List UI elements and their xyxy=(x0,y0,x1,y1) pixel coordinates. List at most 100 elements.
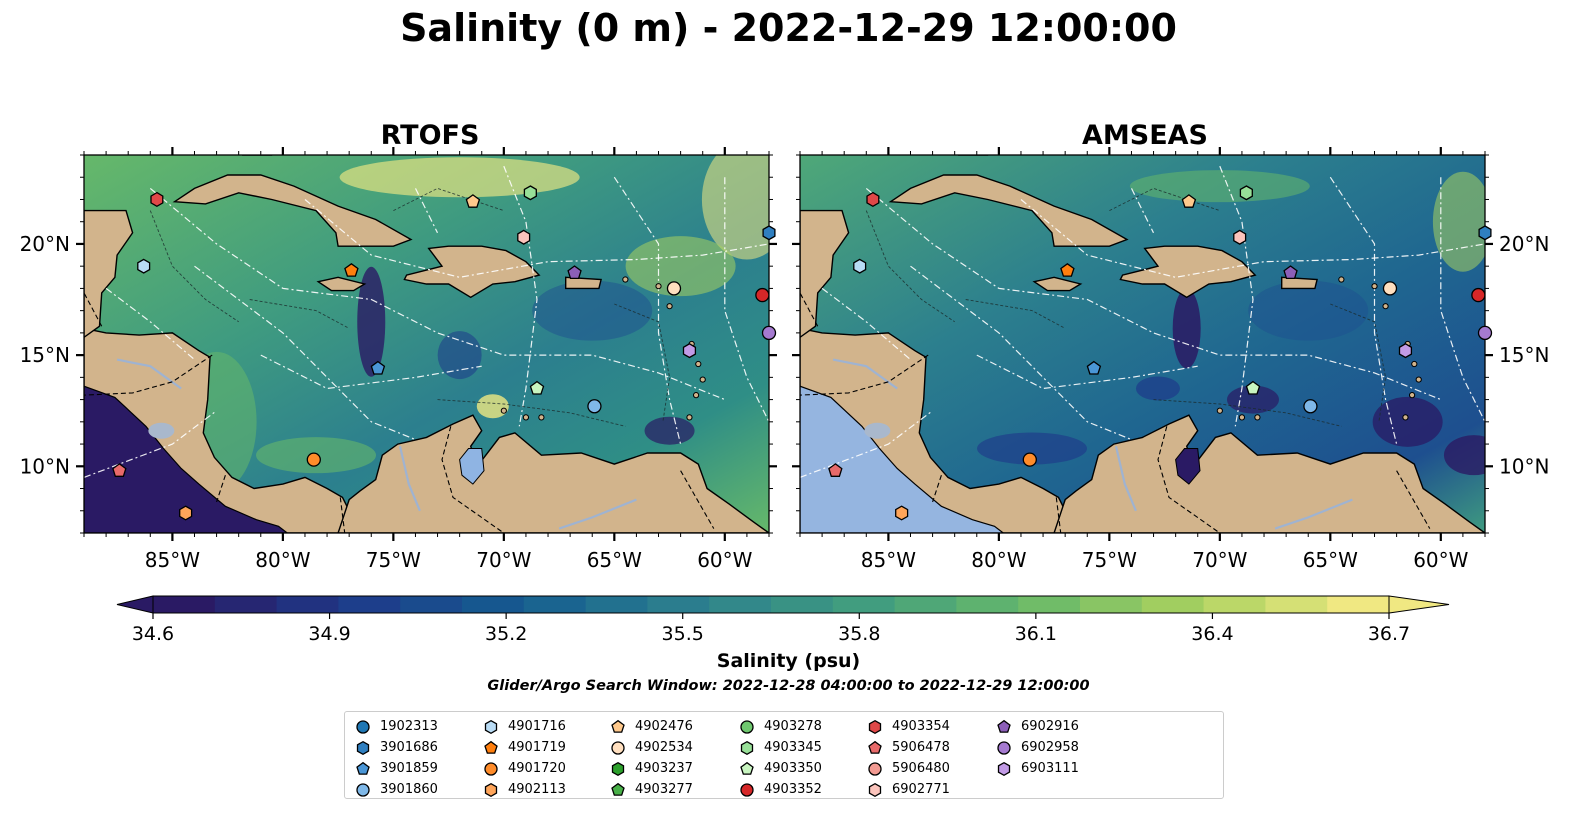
legend-item-6902771: 6902771 xyxy=(867,779,950,800)
pentagon-marker-icon xyxy=(611,782,625,796)
legend-marker-4903352 xyxy=(740,782,754,797)
float-marker-3901686 xyxy=(1478,225,1492,241)
float-marker-4901716 xyxy=(137,258,151,274)
legend-label: 4901720 xyxy=(508,761,566,776)
legend-label: 5906478 xyxy=(892,740,950,755)
legend-label: 4903352 xyxy=(764,782,822,797)
x-tick-label: 80°W xyxy=(255,548,310,572)
legend-item-4903278: 4903278 xyxy=(739,716,822,737)
float-marker-4901720 xyxy=(1022,452,1037,467)
legend-marker-3901859 xyxy=(356,761,370,775)
panel-title-rtofs: RTOFS xyxy=(380,120,480,151)
pentagon-marker-icon xyxy=(868,740,882,754)
legend-marker-1902313 xyxy=(356,719,370,734)
float-marker-6902916 xyxy=(1283,265,1298,280)
colorbar-tick-label: 36.1 xyxy=(1015,623,1057,645)
float-marker-6903111 xyxy=(1398,343,1413,359)
float-marker-4901720 xyxy=(306,452,321,467)
figure-title: Salinity (0 m) - 2022-12-29 12:00:00 xyxy=(400,6,1177,50)
pentagon-marker-icon xyxy=(356,761,370,775)
x-tick-label: 85°W xyxy=(145,548,200,572)
legend-item-4902534: 4902534 xyxy=(610,737,693,758)
float-marker-3901860 xyxy=(1303,399,1318,414)
legend-item-3901686: 3901686 xyxy=(355,737,438,758)
float-marker-4902113 xyxy=(179,505,193,521)
legend-marker-4903354 xyxy=(868,719,882,734)
x-tick-label: 60°W xyxy=(1413,548,1468,572)
hexagon-marker-icon xyxy=(868,782,882,797)
float-marker-6902771 xyxy=(517,229,531,245)
x-tick-label: 80°W xyxy=(971,548,1026,572)
x-tick-label: 65°W xyxy=(587,548,642,572)
legend-label: 4903350 xyxy=(764,761,822,776)
float-marker-4903352 xyxy=(1471,287,1486,303)
legend-item-5906478: 5906478 xyxy=(867,737,950,758)
x-tick-label: 65°W xyxy=(1303,548,1358,572)
legend-label: 4901716 xyxy=(508,719,566,734)
legend-item-4903237: 4903237 xyxy=(610,758,693,779)
legend-label: 3901860 xyxy=(380,782,438,797)
legend-label: 1902313 xyxy=(380,719,438,734)
legend-marker-6902916 xyxy=(997,719,1011,733)
float-marker-6902916 xyxy=(567,265,582,280)
legend-item-4902476: 4902476 xyxy=(610,716,693,737)
legend-label: 3901859 xyxy=(380,761,438,776)
hexagon-marker-icon xyxy=(611,761,625,776)
hexagon-marker-icon xyxy=(484,719,498,734)
legend-marker-6902771 xyxy=(868,782,882,797)
float-marker-4903354 xyxy=(866,191,880,208)
legend-marker-4903277 xyxy=(611,782,625,796)
circle-marker-icon xyxy=(484,761,498,776)
legend-marker-4903345 xyxy=(740,740,754,755)
colorbar-label: Salinity (psu) xyxy=(716,650,861,672)
legend-label: 3901686 xyxy=(380,740,438,755)
colorbar-tick-label: 35.5 xyxy=(662,623,704,645)
search-window-caption: Glider/Argo Search Window: 2022-12-28 04… xyxy=(487,678,1090,694)
legend-column: 6902916 6902958 6903111 xyxy=(996,716,1079,779)
float-marker-6902771 xyxy=(1233,229,1247,245)
legend-marker-4901720 xyxy=(484,761,498,776)
legend-item-4903345: 4903345 xyxy=(739,737,822,758)
circle-marker-icon xyxy=(997,740,1011,755)
hexagon-marker-icon xyxy=(740,740,754,755)
legend-label: 6902771 xyxy=(892,782,950,797)
legend-marker-3901860 xyxy=(356,782,370,797)
circle-marker-icon xyxy=(611,740,625,755)
float-marker-3901859 xyxy=(370,360,386,375)
legend-marker-6903111 xyxy=(997,761,1011,776)
y-tick-label: 15°N xyxy=(20,343,70,367)
legend-column: 4901716 4901719 4901720 4902113 xyxy=(483,716,566,800)
legend-label: 4903345 xyxy=(764,740,822,755)
float-marker-6902958 xyxy=(761,325,777,341)
colorbar-tick-label: 35.8 xyxy=(838,623,880,645)
y-tick-label: 15°N xyxy=(1499,343,1549,367)
legend-marker-4901716 xyxy=(484,719,498,734)
legend-label: 4903237 xyxy=(635,761,693,776)
circle-marker-icon xyxy=(740,719,754,734)
float-marker-4903350 xyxy=(529,380,545,395)
legend-column: 4903278 4903345 4903350 4903352 xyxy=(739,716,822,800)
pentagon-marker-icon xyxy=(740,761,754,775)
hexagon-marker-icon xyxy=(356,740,370,755)
legend-marker-4902534 xyxy=(611,740,625,755)
panel-title-amseas: AMSEAS xyxy=(1082,120,1208,151)
float-marker-5906478 xyxy=(112,463,127,477)
legend-label: 6902916 xyxy=(1021,719,1079,734)
float-marker-4903345 xyxy=(523,185,537,201)
y-tick-label: 10°N xyxy=(20,454,70,478)
map-panel-rtofs: 85°W 80°W 75°W 70°W 65°W 60°W 20°N 15°N 10°N xyxy=(20,147,777,572)
legend-marker-5906478 xyxy=(868,740,882,754)
legend-label: 4902534 xyxy=(635,740,693,755)
float-marker-6902958 xyxy=(1477,325,1493,341)
legend-item-4901720: 4901720 xyxy=(483,758,566,779)
legend-item-5906480: 5906480 xyxy=(867,758,950,779)
legend-item-4903352: 4903352 xyxy=(739,779,822,800)
y-tick-label: 20°N xyxy=(1499,232,1549,256)
legend-marker-4902476 xyxy=(611,719,625,733)
legend-marker-4901719 xyxy=(484,740,498,754)
float-marker-4902113 xyxy=(895,505,909,521)
float-marker-4902534 xyxy=(1382,281,1398,296)
legend-marker-4902113 xyxy=(484,782,498,797)
legend-label: 4902476 xyxy=(635,719,693,734)
